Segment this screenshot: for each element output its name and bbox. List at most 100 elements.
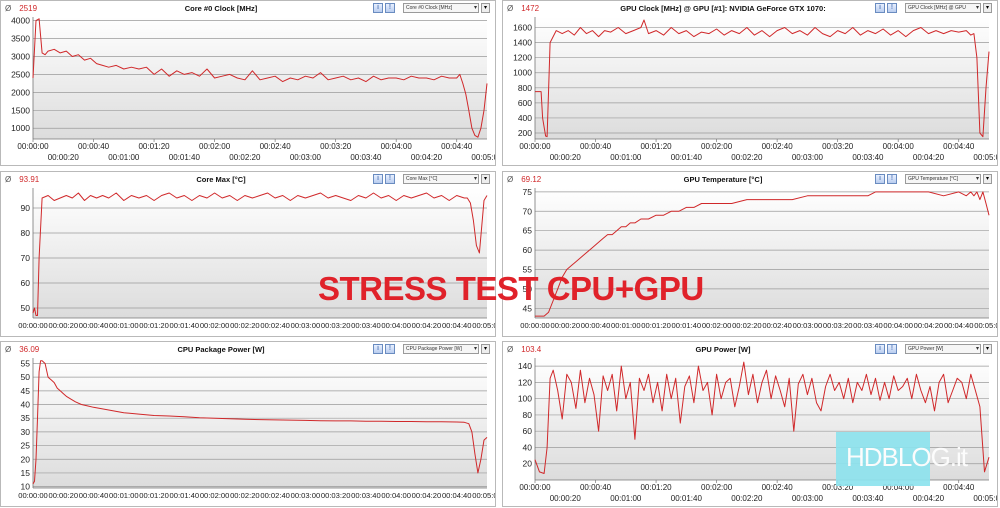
y-tick-label: 3000: [11, 51, 30, 61]
x-tick-label: 00:05:00: [471, 153, 496, 162]
chart-title: GPU Temperature [°C]: [683, 175, 763, 184]
y-tick-label: 200: [518, 128, 532, 138]
y-tick-label: 60: [21, 278, 31, 288]
y-tick-label: 400: [518, 113, 532, 123]
x-tick-label: 00:03:40: [853, 321, 883, 330]
x-tick-label: 00:03:40: [350, 153, 382, 162]
x-tick-label: 00:03:00: [792, 494, 824, 503]
x-tick-label: 00:02:40: [762, 142, 794, 151]
x-tick-label: 00:01:40: [672, 321, 702, 330]
x-tick-label: 00:00:20: [48, 321, 78, 330]
y-tick-label: 120: [518, 377, 532, 387]
y-tick-label: 1000: [513, 68, 532, 78]
sensor-select[interactable]: Core #0 Clock [MHz] ▾: [403, 3, 479, 13]
x-tick-label: 00:02:00: [200, 321, 230, 330]
info-toggle-icon[interactable]: i: [875, 174, 885, 184]
x-tick-label: 00:03:20: [320, 142, 352, 151]
plot-area: [33, 358, 487, 488]
info-toggle-icon[interactable]: i: [875, 3, 885, 13]
sensor-select[interactable]: GPU Power [W] ▾: [905, 344, 981, 354]
x-tick-label: 00:03:40: [852, 153, 884, 162]
chart-panel-core-max: Ø 93.91 Core Max [°C] i ! Core Max [°C] ▾ …: [0, 171, 496, 337]
sensor-select-value: GPU Temperature [°C]: [908, 176, 958, 182]
average-symbol: Ø: [5, 345, 12, 354]
x-tick-label: 00:01:00: [611, 321, 641, 330]
x-tick-label: 00:03:00: [291, 491, 321, 500]
average-readout: Ø 1472: [507, 4, 539, 13]
info-toggle-icon[interactable]: i: [373, 174, 383, 184]
x-tick-label: 00:02:40: [260, 321, 290, 330]
chevron-down-icon: ▾: [975, 176, 979, 182]
y-tick-label: 55: [523, 264, 533, 274]
info-toggle-icon[interactable]: i: [373, 3, 383, 13]
x-tick-label: 00:04:40: [943, 483, 975, 492]
x-tick-label: 00:04:00: [883, 321, 913, 330]
average-symbol: Ø: [5, 4, 12, 13]
sensor-select[interactable]: GPU Temperature [°C] ▾: [905, 174, 981, 184]
pin-toggle-icon[interactable]: !: [887, 174, 897, 184]
x-tick-label: 00:02:40: [260, 491, 290, 500]
pin-toggle-icon[interactable]: !: [385, 3, 395, 13]
x-tick-label: 00:01:40: [169, 153, 201, 162]
x-tick-label: 00:02:20: [230, 321, 260, 330]
x-tick-label: 00:00:20: [48, 153, 80, 162]
y-tick-label: 45: [523, 303, 533, 313]
chart-panel-gpu-clock: Ø 1472 GPU Clock [MHz] @ GPU [#1]: NVIDIA…: [502, 0, 998, 166]
panel-menu-button[interactable]: ▾: [481, 344, 490, 354]
chart-panel-cpu-package-power: Ø 36.09 CPU Package Power [W] i ! CPU Pac…: [0, 341, 496, 507]
pin-toggle-icon[interactable]: !: [887, 3, 897, 13]
x-tick-label: 00:02:00: [199, 142, 231, 151]
chart-panel-gpu-power: Ø 103.4 GPU Power [W] i ! GPU Power [W] ▾ …: [502, 341, 998, 507]
series-line: [535, 19, 990, 138]
average-symbol: Ø: [507, 175, 514, 184]
chart-title: GPU Clock [MHz] @ GPU [#1]: NVIDIA GeFor…: [620, 4, 826, 13]
info-toggle-icon[interactable]: i: [373, 344, 383, 354]
sensor-select[interactable]: CPU Package Power [W] ▾: [403, 344, 479, 354]
y-tick-label: 50: [21, 303, 31, 313]
series-line: [32, 192, 488, 316]
sensor-select[interactable]: Core Max [°C] ▾: [403, 174, 479, 184]
panel-menu-button[interactable]: ▾: [481, 174, 490, 184]
chart-panel-core-clock: Ø 2519 Core #0 Clock [MHz] i ! Core #0 Cl…: [0, 0, 496, 166]
x-tick-label: 00:02:00: [200, 491, 230, 500]
y-tick-label: 140: [518, 361, 532, 371]
x-tick-label: 00:03:00: [793, 321, 823, 330]
info-toggle-icon[interactable]: i: [875, 344, 885, 354]
x-tick-label: 00:04:20: [412, 321, 442, 330]
y-tick-label: 70: [523, 206, 533, 216]
panel-menu-button[interactable]: ▾: [481, 3, 490, 13]
x-tick-label: 00:00:40: [580, 483, 612, 492]
panel-menu-button[interactable]: ▾: [983, 3, 992, 13]
pin-toggle-icon[interactable]: !: [385, 174, 395, 184]
x-tick-label: 00:03:00: [792, 153, 824, 162]
y-tick-label: 1400: [513, 38, 532, 48]
x-tick-label: 00:01:20: [139, 491, 169, 500]
panel-menu-button[interactable]: ▾: [983, 174, 992, 184]
y-tick-label: 65: [523, 226, 533, 236]
x-tick-label: 00:02:40: [260, 142, 292, 151]
y-tick-label: 25: [21, 441, 31, 451]
panel-menu-button[interactable]: ▾: [983, 344, 992, 354]
x-tick-label: 00:04:20: [412, 491, 442, 500]
x-tick-label: 00:04:20: [411, 153, 443, 162]
x-tick-label: 00:01:00: [108, 153, 140, 162]
x-tick-label: 00:01:20: [138, 142, 170, 151]
plot-area: [535, 188, 989, 318]
overlay-banner-title: STRESS TEST CPU+GPU: [318, 270, 704, 307]
y-tick-label: 40: [523, 442, 533, 452]
x-tick-label: 00:00:20: [48, 491, 78, 500]
x-tick-label: 00:03:00: [291, 321, 321, 330]
sensor-select[interactable]: GPU Clock [MHz] @ GPU ▾: [905, 3, 981, 13]
plot-area: [535, 17, 989, 139]
x-tick-label: 00:04:00: [381, 321, 411, 330]
y-tick-label: 1500: [11, 105, 30, 115]
x-tick-label: 00:04:00: [883, 483, 915, 492]
pin-toggle-icon[interactable]: !: [887, 344, 897, 354]
x-tick-label: 00:00:40: [79, 321, 109, 330]
y-tick-label: 80: [523, 410, 533, 420]
x-tick-label: 00:01:00: [610, 153, 642, 162]
plot-area: [33, 17, 487, 139]
x-tick-label: 00:01:20: [139, 321, 169, 330]
pin-toggle-icon[interactable]: !: [385, 344, 395, 354]
